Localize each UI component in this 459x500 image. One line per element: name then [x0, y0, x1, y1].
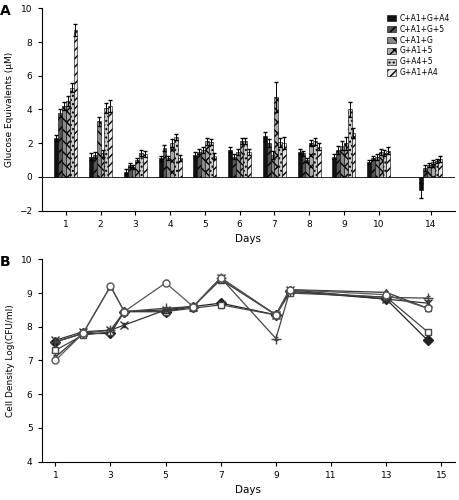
Bar — [274, 97, 278, 177]
Text: A: A — [0, 4, 11, 18]
Bar — [243, 140, 247, 177]
Bar — [143, 154, 146, 177]
Bar — [70, 88, 73, 177]
Bar — [54, 138, 58, 177]
Bar — [281, 143, 285, 177]
Bar — [343, 143, 347, 177]
Bar — [305, 160, 308, 177]
Bar — [62, 106, 66, 177]
Bar — [231, 156, 235, 177]
Bar — [419, 177, 422, 190]
Text: B: B — [0, 256, 11, 270]
Bar — [347, 110, 351, 177]
Bar — [426, 165, 430, 177]
Bar — [131, 167, 135, 177]
Bar — [437, 159, 441, 177]
Bar — [430, 162, 434, 177]
Bar — [96, 122, 101, 177]
Y-axis label: Cell Density Log(CFU/ml): Cell Density Log(CFU/ml) — [6, 304, 16, 417]
Bar — [158, 158, 162, 177]
Bar — [374, 156, 378, 177]
Bar — [123, 172, 128, 177]
Bar — [73, 30, 77, 177]
Bar — [297, 152, 301, 177]
Bar — [316, 146, 320, 177]
Bar — [93, 155, 96, 177]
Bar — [235, 152, 239, 177]
X-axis label: Days: Days — [235, 234, 261, 244]
Y-axis label: Glucose Equivalents (µM): Glucose Equivalents (µM) — [5, 52, 14, 167]
Bar — [197, 152, 201, 177]
Bar — [178, 158, 181, 177]
Bar — [208, 142, 212, 177]
Bar — [312, 142, 316, 177]
Bar — [308, 143, 312, 177]
Bar — [139, 154, 143, 177]
Bar — [104, 108, 108, 177]
Bar — [128, 165, 131, 177]
Bar — [386, 151, 389, 177]
Bar — [266, 143, 270, 177]
Bar — [170, 143, 174, 177]
Bar — [378, 152, 382, 177]
Bar — [162, 148, 166, 177]
Bar — [301, 154, 305, 177]
Bar — [174, 138, 178, 177]
Bar — [382, 154, 386, 177]
Bar — [239, 140, 243, 177]
Bar — [270, 155, 274, 177]
Bar — [263, 136, 266, 177]
Bar — [422, 168, 426, 177]
Bar — [193, 155, 197, 177]
X-axis label: Days: Days — [235, 485, 261, 495]
Legend: C+A1+G+A4, C+A1+G+5, C+A1+G, G+A1+5, G+A4+5, G+A1+A4: C+A1+G+A4, C+A1+G+5, C+A1+G, G+A1+5, G+A… — [385, 12, 450, 79]
Bar — [89, 156, 93, 177]
Bar — [247, 152, 251, 177]
Bar — [228, 150, 231, 177]
Bar — [336, 150, 339, 177]
Bar — [166, 158, 170, 177]
Bar — [101, 154, 104, 177]
Bar — [201, 150, 204, 177]
Bar — [66, 101, 70, 177]
Bar — [108, 106, 112, 177]
Bar — [351, 133, 355, 177]
Bar — [212, 156, 216, 177]
Bar — [58, 113, 62, 177]
Bar — [278, 142, 281, 177]
Bar — [366, 162, 370, 177]
Bar — [135, 160, 139, 177]
Bar — [434, 161, 437, 177]
Bar — [339, 146, 343, 177]
Bar — [332, 156, 336, 177]
Bar — [204, 142, 208, 177]
Bar — [370, 158, 374, 177]
